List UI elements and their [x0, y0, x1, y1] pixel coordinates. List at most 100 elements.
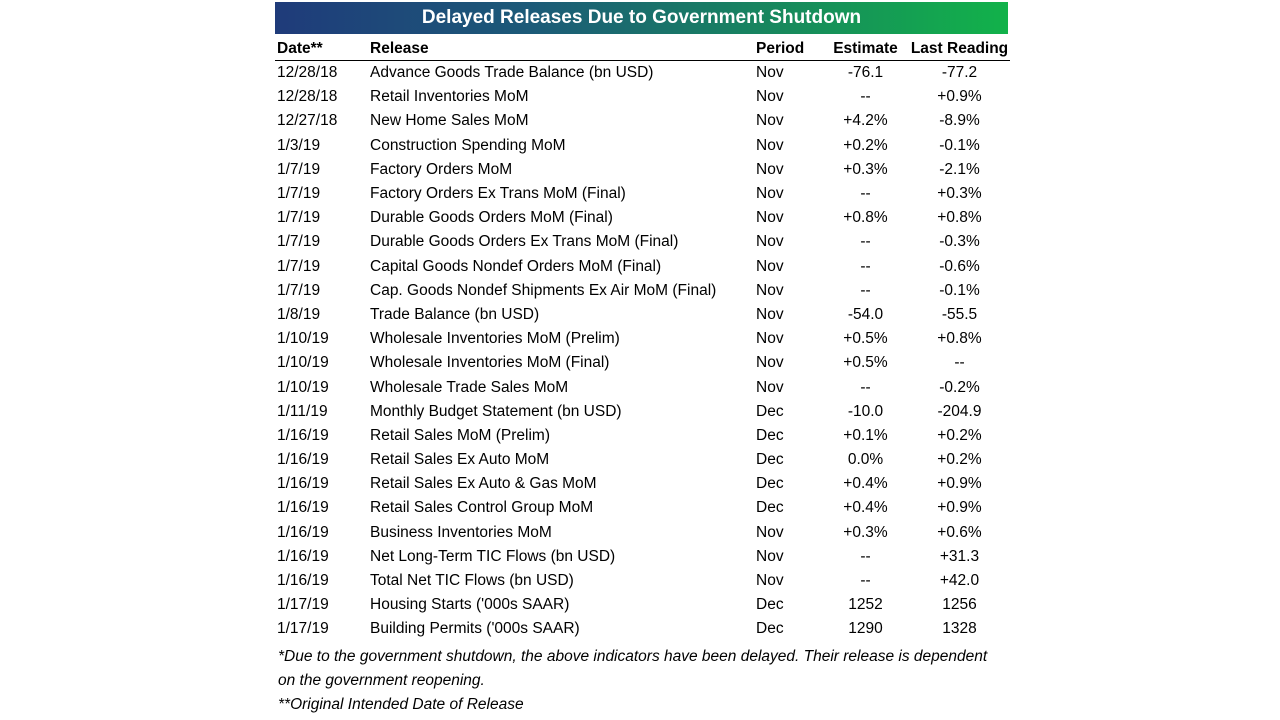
- cell-period: Nov: [756, 209, 784, 227]
- cell-period: Dec: [756, 620, 784, 638]
- cell-estimate: 0.0%: [847, 451, 884, 469]
- cell-date: 1/7/19: [277, 209, 321, 227]
- cell-release: Building Permits ('000s SAAR): [370, 620, 580, 638]
- cell-last-reading: +42.0: [939, 572, 980, 590]
- table-row: 1/10/19 Wholesale Inventories MoM (Final)…: [275, 351, 1010, 375]
- table-row: 1/16/19 Retail Sales Ex Auto MoM Dec 0.0% +0…: [275, 448, 1010, 472]
- cell-estimate: --: [860, 281, 871, 299]
- cell-last-reading: +31.3: [939, 547, 980, 565]
- cell-estimate: -54.0: [847, 305, 884, 323]
- cell-estimate: 1252: [848, 596, 883, 614]
- cell-estimate: -76.1: [847, 64, 884, 82]
- cell-release: Durable Goods Orders MoM (Final): [370, 209, 613, 227]
- table-row: 1/17/19 Building Permits ('000s SAAR) Dec 1…: [275, 617, 1010, 641]
- header-row: Date** Release Period Estimate Last Read…: [275, 34, 1010, 61]
- cell-last-reading: +0.9%: [937, 475, 982, 493]
- cell-release: Factory Orders MoM: [370, 160, 513, 178]
- cell-date: 1/16/19: [277, 475, 329, 493]
- cell-period: Dec: [756, 402, 784, 420]
- table-row: 1/16/19 Retail Sales Control Group MoM Dec…: [275, 496, 1010, 520]
- cell-period: Nov: [756, 572, 784, 590]
- cell-date: 1/7/19: [277, 160, 321, 178]
- cell-date: 1/10/19: [277, 378, 329, 396]
- cell-estimate: --: [860, 257, 871, 275]
- cell-estimate: +0.4%: [843, 475, 888, 493]
- cell-date: 1/17/19: [277, 620, 329, 638]
- table-row: 1/16/19 Net Long-Term TIC Flows (bn USD) N…: [275, 545, 1010, 569]
- cell-period: Nov: [756, 281, 784, 299]
- column-header-last-reading: Last Reading: [909, 34, 1010, 61]
- cell-period: Nov: [756, 136, 784, 154]
- table-row: 1/11/19 Monthly Budget Statement (bn USD)…: [275, 400, 1010, 424]
- cell-date: 1/11/19: [277, 402, 328, 420]
- cell-release: Capital Goods Nondef Orders MoM (Final): [370, 257, 662, 275]
- table-row: 1/3/19 Construction Spending MoM Nov +0.2% -…: [275, 134, 1010, 158]
- table-row: 1/16/19 Retail Sales Ex Auto & Gas MoM Dec…: [275, 472, 1010, 496]
- cell-estimate: +0.2%: [843, 136, 888, 154]
- cell-release: Total Net TIC Flows (bn USD): [370, 572, 574, 590]
- cell-last-reading: -8.9%: [939, 112, 980, 130]
- cell-date: 12/27/18: [277, 112, 338, 130]
- table-row: 12/28/18 Retail Inventories MoM Nov -- +0.9%: [275, 85, 1010, 109]
- cell-period: Nov: [756, 378, 784, 396]
- cell-estimate: --: [860, 185, 871, 203]
- cell-last-reading: +0.2%: [937, 426, 982, 444]
- cell-period: Dec: [756, 596, 784, 614]
- cell-period: Nov: [756, 185, 784, 203]
- footnote-date: **Original Intended Date of Release: [278, 695, 524, 713]
- table-row: 1/16/19 Retail Sales MoM (Prelim) Dec +0.1%…: [275, 424, 1010, 448]
- cell-release: Wholesale Trade Sales MoM: [370, 378, 569, 396]
- cell-last-reading: +0.3%: [937, 185, 982, 203]
- cell-last-reading: -0.6%: [939, 257, 980, 275]
- cell-date: 1/7/19: [277, 233, 321, 251]
- cell-period: Nov: [756, 88, 784, 106]
- table-row: 1/8/19 Trade Balance (bn USD) Nov -54.0 -55.…: [275, 303, 1010, 327]
- cell-release: Net Long-Term TIC Flows (bn USD): [370, 547, 616, 565]
- cell-date: 1/3/19: [277, 136, 321, 154]
- cell-estimate: +4.2%: [843, 112, 888, 130]
- table-row: 1/7/19 Capital Goods Nondef Orders MoM (F…: [275, 255, 1010, 279]
- cell-period: Dec: [756, 451, 784, 469]
- cell-release: Cap. Goods Nondef Shipments Ex Air MoM (…: [370, 281, 717, 299]
- cell-release: Trade Balance (bn USD): [370, 305, 540, 323]
- cell-release: New Home Sales MoM: [370, 112, 529, 130]
- cell-release: Wholesale Inventories MoM (Prelim): [370, 330, 620, 348]
- cell-last-reading: +0.8%: [937, 330, 982, 348]
- cell-date: 1/16/19: [277, 547, 329, 565]
- cell-period: Nov: [756, 330, 784, 348]
- table-row: 1/10/19 Wholesale Trade Sales MoM Nov -- -0.…: [275, 375, 1010, 399]
- cell-last-reading: -0.1%: [939, 136, 980, 154]
- cell-last-reading: +0.8%: [937, 209, 982, 227]
- cell-release: Retail Sales Ex Auto MoM: [370, 451, 550, 469]
- cell-period: Nov: [756, 64, 784, 82]
- table-row: 1/7/19 Factory Orders MoM Nov +0.3% -2.1%: [275, 158, 1010, 182]
- cell-estimate: +0.3%: [843, 523, 888, 541]
- column-header-release: Release: [370, 34, 756, 61]
- cell-release: Retail Sales MoM (Prelim): [370, 426, 551, 444]
- cell-date: 1/16/19: [277, 572, 329, 590]
- column-header-date: Date**: [275, 34, 370, 61]
- cell-estimate: +0.5%: [843, 330, 888, 348]
- cell-period: Nov: [756, 112, 784, 130]
- cell-release: Monthly Budget Statement (bn USD): [370, 402, 622, 420]
- cell-period: Dec: [756, 426, 784, 444]
- table-row: 1/7/19 Factory Orders Ex Trans MoM (Final…: [275, 182, 1010, 206]
- cell-estimate: +0.4%: [843, 499, 888, 517]
- cell-date: 1/16/19: [277, 499, 329, 517]
- cell-date: 12/28/18: [277, 64, 338, 82]
- cell-period: Nov: [756, 354, 784, 372]
- cell-release: Wholesale Inventories MoM (Final): [370, 354, 610, 372]
- cell-release: Retail Sales Ex Auto & Gas MoM: [370, 475, 597, 493]
- cell-estimate: +0.5%: [843, 354, 888, 372]
- cell-period: Nov: [756, 523, 784, 541]
- cell-release: Retail Sales Control Group MoM: [370, 499, 594, 517]
- cell-estimate: +0.3%: [843, 160, 888, 178]
- cell-last-reading: 1328: [942, 620, 977, 638]
- cell-last-reading: -77.2: [941, 64, 978, 82]
- cell-release: Advance Goods Trade Balance (bn USD): [370, 64, 654, 82]
- cell-last-reading: -2.1%: [939, 160, 980, 178]
- cell-release: Business Inventories MoM: [370, 523, 552, 541]
- cell-release: Housing Starts ('000s SAAR): [370, 596, 570, 614]
- cell-last-reading: 1256: [942, 596, 977, 614]
- table-title: Delayed Releases Due to Government Shutd…: [275, 2, 1008, 34]
